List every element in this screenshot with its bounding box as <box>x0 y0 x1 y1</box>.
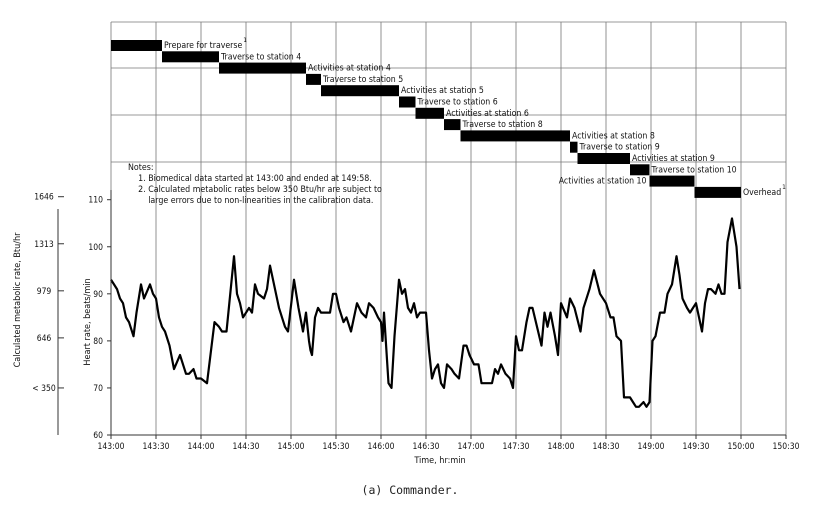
x-tick-label: 148:00 <box>548 442 575 452</box>
figure-caption: (a) Commander. <box>361 483 459 497</box>
x-tick-label: 150:00 <box>728 442 755 452</box>
activity-label: Traverse to station 10 <box>651 165 737 175</box>
activity-label: Activities at station 8 <box>572 131 655 141</box>
activity-footnote-marker: 1 <box>782 183 786 191</box>
activity-label: Overhead <box>743 188 781 198</box>
activity-bar <box>321 85 399 97</box>
activity-label: Activities at station 6 <box>446 109 529 119</box>
activity-bar <box>577 153 630 164</box>
x-tick-label: 145:00 <box>278 442 305 452</box>
x-tick-label: 149:00 <box>638 442 665 452</box>
x-axis-label: Time, hr:min <box>413 456 465 466</box>
x-tick-label: 146:30 <box>413 442 440 452</box>
x-tick-label: 149:30 <box>683 442 710 452</box>
heart-rate-tick-label: 80 <box>93 337 103 347</box>
activity-label: Activities at station 9 <box>632 154 715 164</box>
y-axis-label-metabolic-rate: Calculated metabolic rate, Btu/hr <box>13 232 23 367</box>
activity-bar <box>111 40 162 51</box>
activity-label: Activities at station 10 <box>559 177 647 187</box>
activity-bar <box>630 164 650 176</box>
activity-bar <box>444 119 461 131</box>
x-tick-label: 144:00 <box>188 442 215 452</box>
x-tick-label: 143:30 <box>143 442 170 452</box>
activity-footnote-marker: 1 <box>243 36 247 44</box>
heart-rate-tick-label: 70 <box>93 384 103 394</box>
activity-label: Traverse to station 9 <box>579 143 660 153</box>
activity-bar <box>219 62 306 74</box>
activity-label: Prepare for traverse <box>164 41 242 51</box>
x-tick-label: 145:30 <box>323 442 350 452</box>
x-tick-label: 148:30 <box>593 442 620 452</box>
x-tick-label: 150:30 <box>773 442 800 452</box>
x-tick-label: 147:30 <box>503 442 530 452</box>
metabolic-tick-label: 979 <box>37 287 52 297</box>
x-tick-label: 144:30 <box>233 442 260 452</box>
heart-rate-tick-label: 90 <box>93 290 103 300</box>
activity-label: Traverse to station 8 <box>462 120 543 130</box>
activity-bar <box>460 130 570 142</box>
metabolic-tick-label: < 350 <box>32 384 56 394</box>
activity-label: Traverse to station 5 <box>322 75 403 85</box>
notes-title: Notes: <box>128 163 154 173</box>
metabolic-tick-label: 646 <box>37 334 52 344</box>
y-axis-label-heart-rate: Heart rate, beats/min <box>83 278 93 365</box>
notes-box: Notes: Biomedical data started at 143:00… <box>128 163 395 207</box>
heart-rate-series-line <box>110 217 741 408</box>
heart-rate-tick-label: 100 <box>88 243 103 253</box>
x-tick-label: 143:00 <box>98 442 125 452</box>
activity-bar <box>399 96 416 108</box>
activity-bar <box>570 141 578 153</box>
axes: 143:00 143:30 144:00 144:30 145:00 145:30 146:… <box>32 190 800 452</box>
grid-lines <box>110 21 787 435</box>
heart-rate-tick-label: 110 <box>88 196 103 206</box>
metabolic-tick-label: 1646 <box>34 193 54 203</box>
note-item: Biomedical data started at 143:00 and en… <box>148 174 395 185</box>
activity-bar <box>415 107 444 119</box>
x-tick-label: 146:00 <box>368 442 395 452</box>
metabolic-tick-label: 1313 <box>34 240 54 250</box>
x-tick-label: 147:00 <box>458 442 485 452</box>
activity-bar <box>649 175 695 187</box>
activity-bar <box>306 73 321 85</box>
activity-label: Activities at station 4 <box>308 64 391 74</box>
activity-label: Traverse to station 4 <box>220 52 301 62</box>
heart-rate-tick-label: 60 <box>93 431 103 441</box>
note-item: Calculated metabolic rates below 350 Btu… <box>148 185 395 207</box>
activity-label: Traverse to station 6 <box>417 98 498 108</box>
activity-bar <box>694 186 741 198</box>
activity-label: Activities at station 5 <box>401 86 484 96</box>
activity-bar <box>162 51 219 63</box>
